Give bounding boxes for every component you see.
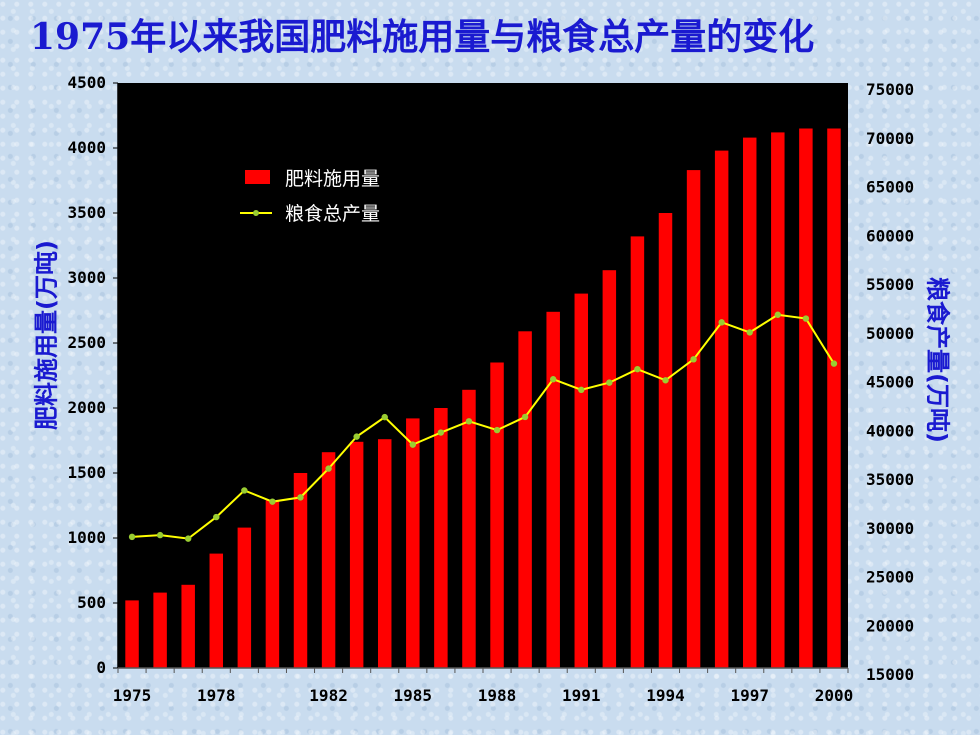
- left-tick-label: 2000: [67, 398, 106, 417]
- right-tick-label: 45000: [866, 373, 914, 392]
- line-point-1984: [381, 413, 388, 421]
- line-point-1994: [662, 377, 669, 384]
- bar-1993: [630, 236, 645, 668]
- line-point-1987: [465, 418, 473, 425]
- line-point-1986: [437, 429, 445, 436]
- line-point-1983: [353, 433, 360, 440]
- line-point-1982: [325, 465, 332, 472]
- bar-1989: [518, 331, 532, 668]
- line-point-1997: [746, 329, 753, 336]
- line-point-1993: [634, 365, 641, 373]
- right-tick-label: 15000: [866, 665, 914, 684]
- bar-1976: [153, 592, 167, 668]
- bar-1988: [490, 362, 504, 668]
- plot-background: [118, 83, 848, 668]
- bar-1984: [377, 439, 392, 668]
- x-tick-label: 1997: [730, 686, 769, 705]
- line-point-1988: [493, 426, 501, 434]
- right-tick-label: 30000: [866, 519, 914, 538]
- right-tick-label: 70000: [866, 129, 914, 148]
- x-tick-label: 1988: [478, 686, 517, 705]
- line-point-2000: [830, 360, 838, 367]
- bar-1981: [293, 473, 308, 668]
- left-tick-label: 4500: [67, 73, 106, 92]
- line-point-1985: [409, 441, 417, 448]
- x-tick-label: 1975: [113, 686, 152, 705]
- bar-1991: [574, 293, 589, 668]
- legend-bar-swatch: [245, 170, 270, 184]
- line-point-1992: [606, 379, 613, 386]
- left-tick-label: 1000: [67, 528, 106, 547]
- line-point-1991: [578, 386, 585, 394]
- axes: 0 500 1000 1500 2000 2500 3000 3500 4000 4500 1500…: [67, 73, 914, 705]
- left-tick-label: 1500: [67, 463, 106, 482]
- line-point-1990: [549, 376, 557, 383]
- bar-1986: [434, 408, 448, 668]
- grain-output-line: [131, 313, 835, 540]
- left-tick-label: 2500: [67, 333, 106, 352]
- legend-line-marker: [253, 210, 259, 216]
- bar-1985: [406, 418, 420, 668]
- line-point-1995: [690, 356, 697, 363]
- bar-1994: [658, 213, 673, 668]
- left-tick-label: 3000: [67, 268, 106, 287]
- bar-1979: [237, 527, 252, 668]
- x-tick-label: 1991: [562, 686, 601, 705]
- right-tick-label: 25000: [866, 568, 914, 587]
- x-tick-label: 1985: [394, 686, 433, 705]
- line-point-1979: [241, 487, 248, 494]
- bar-1997: [742, 137, 757, 669]
- line-point-1978: [213, 513, 220, 521]
- bar-1977: [181, 584, 195, 668]
- line-point-1996: [718, 319, 725, 326]
- legend-bar-label: 肥料施用量: [285, 168, 380, 190]
- line-point-1975: [128, 533, 136, 541]
- right-tick-label: 55000: [866, 275, 914, 294]
- legend-line-label: 粮食总产量: [285, 203, 380, 225]
- bar-1992: [602, 270, 617, 668]
- line-point-1980: [269, 498, 276, 505]
- bar-1995: [686, 170, 701, 668]
- right-tick-label: 35000: [866, 470, 914, 489]
- bar-1980: [265, 500, 280, 668]
- legend: 肥料施用量 粮食总产量: [240, 168, 380, 225]
- bar-1990: [546, 311, 560, 668]
- bar-1999: [799, 128, 813, 668]
- right-tick-label: 40000: [866, 421, 914, 440]
- bar-1982: [321, 452, 336, 668]
- left-tick-label: 500: [77, 593, 106, 612]
- right-tick-label: 20000: [866, 616, 914, 635]
- chart-title: 1975年以来我国肥料施用量与粮食总产量的变化: [30, 16, 815, 58]
- x-tick-label: 1978: [197, 686, 236, 705]
- bar-1983: [349, 441, 364, 668]
- line-point-1999: [802, 315, 810, 322]
- bar-1978: [209, 553, 224, 668]
- bar-1975: [125, 600, 139, 668]
- x-tick-label: 1982: [309, 686, 348, 705]
- right-tick-label: 50000: [866, 324, 914, 343]
- right-tick-label: 60000: [866, 226, 914, 245]
- left-tick-label: 4000: [67, 138, 106, 157]
- line-point-1976: [156, 531, 164, 539]
- bar-series: [125, 128, 841, 669]
- bar-1996: [714, 150, 729, 669]
- line-point-1989: [521, 413, 529, 421]
- line-series: [128, 311, 838, 542]
- left-tick-label: 3500: [67, 203, 106, 222]
- x-tick-label: 2000: [815, 686, 854, 705]
- bar-1998: [771, 132, 785, 668]
- line-point-1977: [184, 535, 192, 542]
- line-point-1981: [297, 494, 304, 501]
- bar-2000: [827, 128, 841, 668]
- right-tick-label: 65000: [866, 178, 914, 197]
- bar-1987: [462, 389, 476, 668]
- left-tick-label: 0: [96, 658, 106, 677]
- x-tick-label: 1994: [646, 686, 685, 705]
- line-point-1998: [774, 311, 782, 318]
- right-tick-label: 75000: [866, 80, 914, 99]
